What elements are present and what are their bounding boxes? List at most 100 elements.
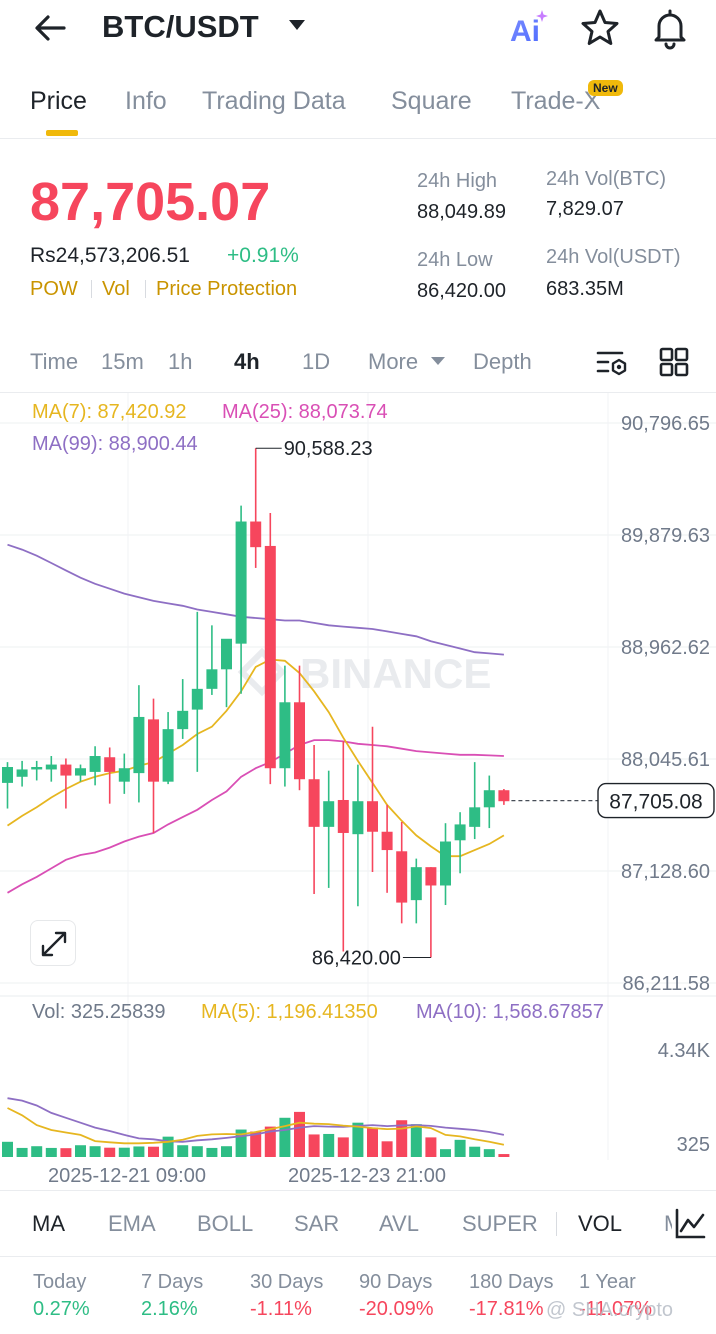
fiat-price: Rs24,573,206.51 xyxy=(30,244,190,267)
layout-grid-icon[interactable] xyxy=(656,344,692,380)
volume-bar xyxy=(483,1149,495,1157)
tab-trade-x[interactable]: Trade-X xyxy=(511,87,601,115)
caret-down-icon xyxy=(431,357,445,365)
candle-body xyxy=(118,768,130,782)
candlestick-chart[interactable]: 90,796.65 89,879.63 88,962.62 88,045.61 87,1… xyxy=(0,393,716,1193)
candle-body xyxy=(89,756,101,772)
interval-more[interactable]: More xyxy=(368,349,419,374)
indicator-tab-ema[interactable]: EMA xyxy=(108,1211,156,1236)
tab-square[interactable]: Square xyxy=(391,87,472,115)
candle-body xyxy=(498,790,510,802)
tag-vol[interactable]: Vol xyxy=(102,278,130,300)
indicator-tab-boll[interactable]: BOLL xyxy=(197,1211,254,1236)
binance-logo-watermark xyxy=(237,647,287,697)
time-axis-tick: 2025-12-23 21:00 xyxy=(288,1165,446,1187)
line-chart-icon[interactable] xyxy=(672,1206,708,1242)
indicator-tab-avl[interactable]: AVL xyxy=(379,1211,419,1236)
perf-180d-value: -17.81% xyxy=(469,1298,544,1320)
fullscreen-button[interactable] xyxy=(30,920,76,966)
candle-body xyxy=(425,867,437,886)
divider xyxy=(0,1190,716,1191)
price-axis-tick: 88,962.62 xyxy=(621,637,710,659)
volume-axis-tick: 4.34K xyxy=(658,1040,711,1062)
tab-info[interactable]: Info xyxy=(125,87,167,115)
ma25-readout: MA(25): 88,073.74 xyxy=(222,401,388,423)
volume-bar xyxy=(337,1137,349,1157)
pair-title[interactable]: BTC/USDT xyxy=(102,9,259,44)
new-badge: New xyxy=(588,80,623,96)
volume-bar xyxy=(191,1146,203,1157)
volume-bar xyxy=(16,1147,28,1157)
interval-15m[interactable]: 15m xyxy=(101,349,144,374)
volume-bar xyxy=(206,1147,218,1157)
tab-price[interactable]: Price xyxy=(30,87,87,115)
tag-pow[interactable]: POW xyxy=(30,278,78,300)
tab-trading-data[interactable]: Trading Data xyxy=(202,87,346,115)
candle-body xyxy=(294,702,305,780)
chart-settings-icon[interactable] xyxy=(594,344,630,380)
volume-bar xyxy=(250,1131,262,1157)
volume-bar xyxy=(469,1146,481,1157)
candle-body xyxy=(308,779,320,827)
volume-bar xyxy=(235,1129,247,1157)
volume-bar xyxy=(2,1141,13,1157)
candle-body xyxy=(279,702,291,769)
candle-body xyxy=(31,767,43,770)
price-change-percent: +0.91% xyxy=(227,244,299,267)
vol-usdt-value: 683.35M xyxy=(546,278,624,300)
vol-btc-value: 7,829.07 xyxy=(546,198,624,220)
candle-body xyxy=(264,545,276,769)
candle-body xyxy=(16,769,28,777)
volume-bar xyxy=(133,1146,145,1157)
indicator-tab-vol[interactable]: VOL xyxy=(578,1211,623,1236)
volume-axis-tick: 325 xyxy=(677,1134,710,1156)
watermark-text: @ SHA.crypto xyxy=(546,1299,674,1321)
header: BTC/USDT Ai xyxy=(0,0,716,56)
candle-body xyxy=(60,764,72,776)
favorite-star-icon[interactable] xyxy=(578,6,622,50)
volume-bar xyxy=(118,1147,130,1157)
volume-bar xyxy=(294,1111,305,1157)
price-axis-tick: 89,879.63 xyxy=(621,525,710,547)
indicator-tab-ma[interactable]: MA xyxy=(32,1211,65,1236)
volume-bar xyxy=(177,1145,189,1157)
interval-1d[interactable]: 1D xyxy=(302,349,331,374)
perf-today-label: Today xyxy=(33,1271,87,1293)
tag-price-protection[interactable]: Price Protection xyxy=(156,278,298,300)
chevron-down-icon[interactable] xyxy=(288,18,306,32)
interval-4h[interactable]: 4h xyxy=(234,349,260,374)
candle-body xyxy=(104,757,116,772)
interval-1h[interactable]: 1h xyxy=(168,349,193,374)
candle-body xyxy=(367,801,378,832)
interval-depth[interactable]: Depth xyxy=(473,349,532,374)
last-price: 87,705.07 xyxy=(30,172,271,232)
perf-today-value: 0.27% xyxy=(33,1298,90,1320)
current-price-label-box xyxy=(597,782,715,819)
binance-watermark: BINANCE xyxy=(300,650,491,697)
indicator-tab-m[interactable]: M xyxy=(664,1211,674,1236)
candle-body xyxy=(352,801,364,835)
ai-assistant-icon[interactable]: Ai xyxy=(508,8,552,48)
volume-bar xyxy=(162,1136,174,1157)
interval-time[interactable]: Time xyxy=(30,349,79,374)
bell-icon[interactable] xyxy=(648,6,692,50)
active-tab-indicator xyxy=(46,130,78,136)
back-arrow-icon[interactable] xyxy=(30,8,70,48)
candle-body xyxy=(2,767,13,783)
volume-bar xyxy=(454,1139,466,1157)
volume-bar xyxy=(323,1133,335,1157)
candle-body xyxy=(191,688,203,710)
indicator-tab-sar[interactable]: SAR xyxy=(294,1211,340,1236)
price-axis-tick: 86,211.58 xyxy=(623,973,711,995)
price-axis-tick: 87,128.60 xyxy=(621,861,710,883)
low-24h-value: 86,420.00 xyxy=(417,280,506,302)
vol-btc-label: 24h Vol(BTC) xyxy=(546,168,667,190)
volume-bar xyxy=(367,1127,378,1157)
expand-icon xyxy=(41,931,67,957)
volume-bar xyxy=(264,1126,276,1157)
price-axis-tick: 90,796.65 xyxy=(621,413,710,435)
volume-bar xyxy=(75,1145,86,1157)
divider xyxy=(556,1212,557,1236)
volume-bar xyxy=(440,1149,451,1157)
indicator-tab-super[interactable]: SUPER xyxy=(462,1211,538,1236)
